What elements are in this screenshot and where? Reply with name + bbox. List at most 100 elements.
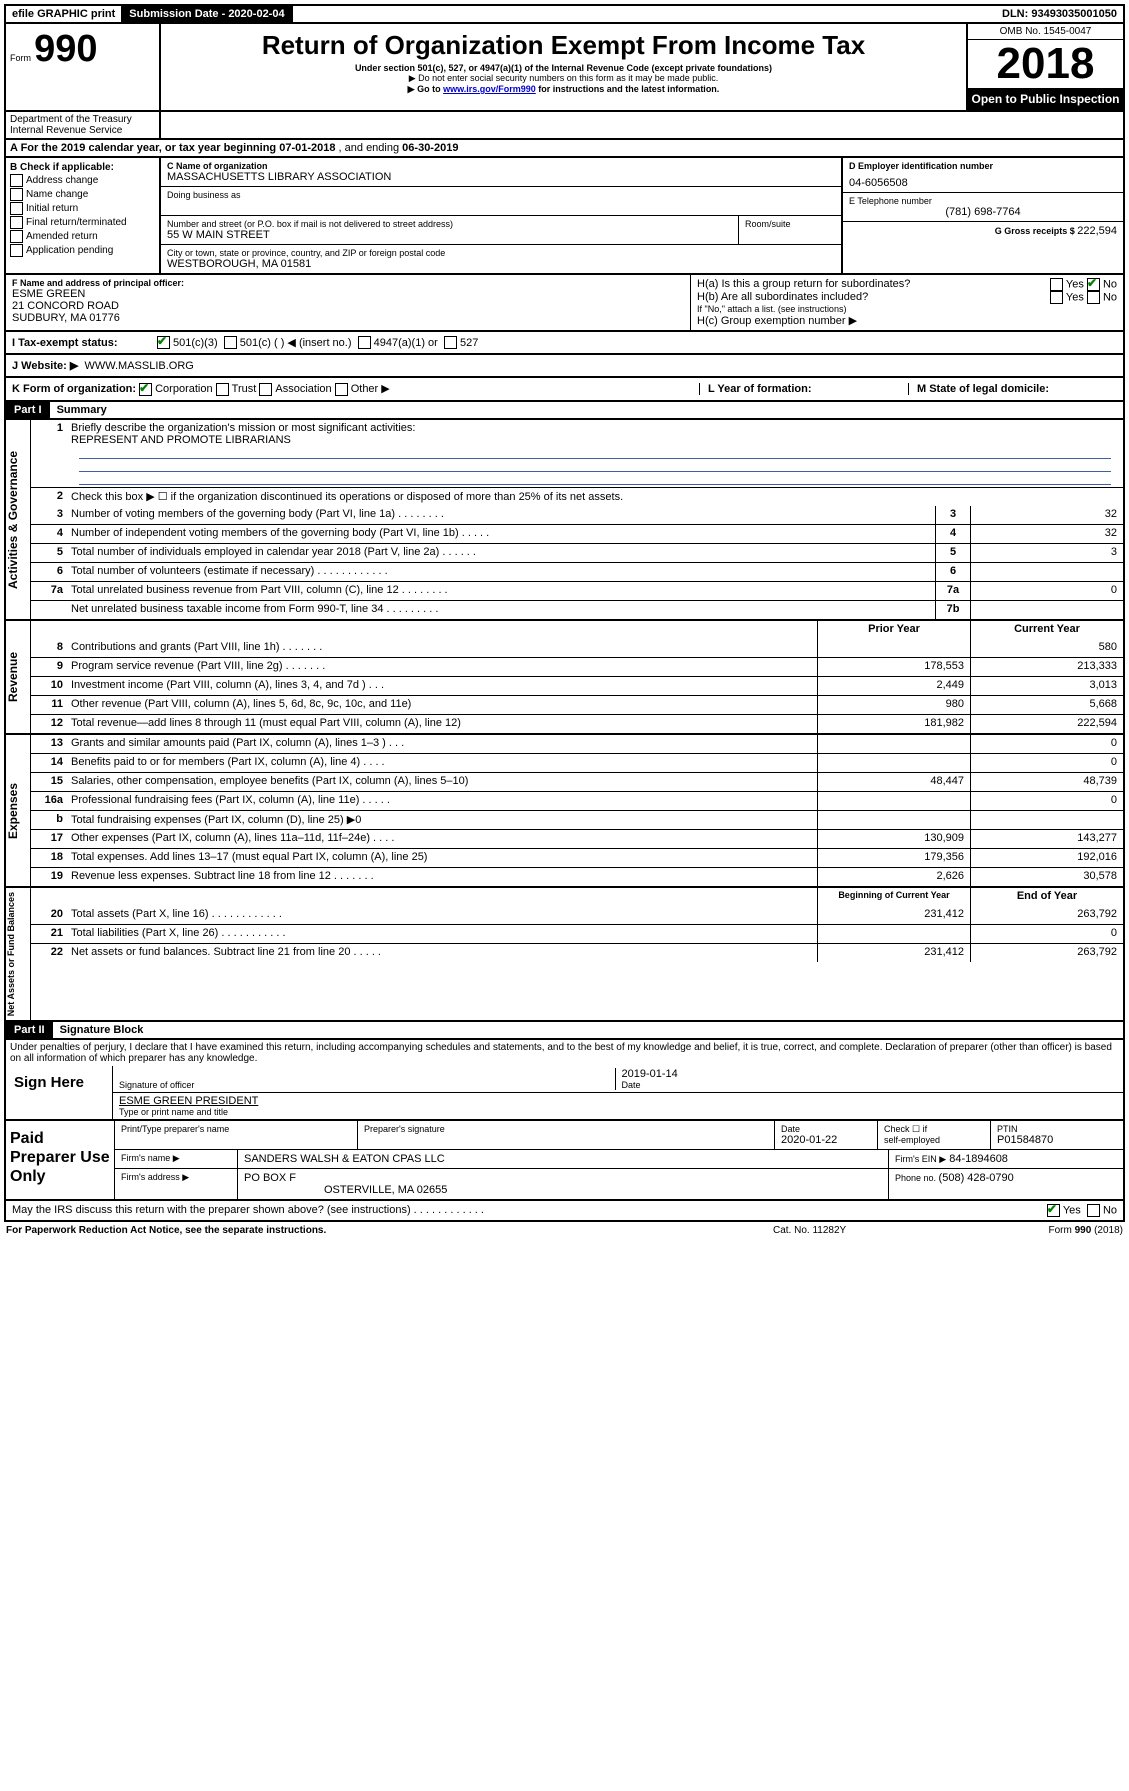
prep-date-label: Date	[781, 1124, 871, 1134]
paid-label: Paid Preparer Use Only	[6, 1121, 115, 1199]
hb-no[interactable]: No	[1103, 291, 1117, 303]
org-name: MASSACHUSETTS LIBRARY ASSOCIATION	[167, 171, 835, 183]
form-subtitle: Under section 501(c), 527, or 4947(a)(1)…	[169, 63, 958, 73]
form-header: Form 990 Return of Organization Exempt F…	[4, 24, 1125, 112]
website-label: J Website: ▶	[12, 359, 78, 372]
section-a: A For the 2019 calendar year, or tax yea…	[4, 140, 1125, 158]
mission-label: Briefly describe the organization's miss…	[71, 422, 415, 434]
chk-501c[interactable]	[224, 336, 237, 349]
table-row: 19Revenue less expenses. Subtract line 1…	[31, 867, 1123, 886]
side-governance: Activities & Governance	[6, 420, 31, 619]
ha-no[interactable]: No	[1103, 278, 1117, 290]
discuss-yes-chk[interactable]	[1047, 1204, 1060, 1217]
firm-name-label: Firm's name ▶	[115, 1150, 238, 1168]
table-row: 21Total liabilities (Part X, line 26) . …	[31, 924, 1123, 943]
tax-exempt-row: I Tax-exempt status: 501(c)(3) 501(c) ( …	[4, 332, 1125, 355]
ein-value: 04-6056508	[849, 177, 1117, 189]
dept-treasury: Department of the Treasury Internal Reve…	[6, 112, 161, 138]
prep-sig-label: Preparer's signature	[358, 1121, 775, 1149]
top-bar: efile GRAPHIC print Submission Date - 20…	[4, 4, 1125, 24]
firm-name: SANDERS WALSH & EATON CPAS LLC	[238, 1150, 889, 1168]
chk-final-return[interactable]: Final return/terminated	[10, 216, 155, 229]
goto-post: for instructions and the latest informat…	[536, 84, 720, 94]
chk-name-change[interactable]: Name change	[10, 188, 155, 201]
addr-label: Number and street (or P.O. box if mail i…	[167, 219, 732, 229]
firm-ein-label: Firm's EIN ▶	[895, 1154, 946, 1164]
side-revenue: Revenue	[6, 621, 31, 733]
table-row: 22Net assets or fund balances. Subtract …	[31, 943, 1123, 962]
discuss-row: May the IRS discuss this return with the…	[4, 1201, 1125, 1222]
k-org-row: K Form of organization: Corporation Trus…	[4, 378, 1125, 402]
declaration-text: Under penalties of perjury, I declare th…	[4, 1040, 1125, 1066]
table-row: 9Program service revenue (Part VIII, lin…	[31, 657, 1123, 676]
hb-note: If "No," attach a list. (see instruction…	[697, 304, 1117, 314]
ha-label: H(a) Is this a group return for subordin…	[697, 278, 1050, 291]
opt-trust: Trust	[232, 383, 257, 395]
hb-label: H(b) Are all subordinates included?	[697, 291, 1050, 304]
form-prefix: Form	[10, 53, 31, 63]
chk-amended[interactable]: Amended return	[10, 230, 155, 243]
ty-begin: 07-01-2018	[279, 142, 335, 154]
ptin-value: P01584870	[997, 1134, 1117, 1146]
discuss-q: May the IRS discuss this return with the…	[12, 1204, 1047, 1217]
col-current: Current Year	[970, 621, 1123, 639]
chk-501c3[interactable]	[157, 336, 170, 349]
goto-pre: ▶ Go to	[408, 84, 443, 94]
dln-label: DLN: 93493035001050	[996, 6, 1123, 22]
part2-header: Part II	[6, 1022, 53, 1038]
line2-text: Check this box ▶ ☐ if the organization d…	[67, 488, 1123, 506]
chk-corp[interactable]	[139, 383, 152, 396]
tax-year: 2018	[968, 40, 1123, 88]
chk-initial-return[interactable]: Initial return	[10, 202, 155, 215]
entity-block: B Check if applicable: Address change Na…	[4, 158, 1125, 275]
irs-link[interactable]: www.irs.gov/Form990	[443, 84, 536, 94]
table-row: 5Total number of individuals employed in…	[31, 543, 1123, 562]
netassets-section: Net Assets or Fund Balances Beginning of…	[4, 888, 1125, 1022]
form-footer: Form 990 (2018)	[973, 1225, 1123, 1236]
sig-date: 2019-01-14	[622, 1068, 1118, 1080]
sig-name: ESME GREEN PRESIDENT	[119, 1095, 1117, 1107]
pra-notice: For Paperwork Reduction Act Notice, see …	[6, 1225, 773, 1236]
table-row: 12Total revenue—add lines 8 through 11 (…	[31, 714, 1123, 733]
table-row: 15Salaries, other compensation, employee…	[31, 772, 1123, 791]
firm-addr2: OSTERVILLE, MA 02655	[244, 1184, 882, 1196]
firm-ein: 84-1894608	[949, 1153, 1008, 1165]
gross-value: 222,594	[1077, 225, 1117, 237]
chk-address-change[interactable]: Address change	[10, 174, 155, 187]
chk-other[interactable]	[335, 383, 348, 396]
opt-4947: 4947(a)(1) or	[374, 337, 438, 349]
table-row: 14Benefits paid to or for members (Part …	[31, 753, 1123, 772]
sig-name-label: Type or print name and title	[119, 1107, 1117, 1117]
prep-date: 2020-01-22	[781, 1134, 871, 1146]
officer-row: F Name and address of principal officer:…	[4, 275, 1125, 332]
self-emp-b: self-employed	[884, 1135, 940, 1145]
ha-yes[interactable]: Yes	[1066, 278, 1084, 290]
part1-header: Part I	[6, 402, 50, 418]
col-begin: Beginning of Current Year	[817, 888, 970, 906]
table-row: 11Other revenue (Part VIII, column (A), …	[31, 695, 1123, 714]
chk-4947[interactable]	[358, 336, 371, 349]
ty-pre: A For the 2019 calendar year, or tax yea…	[10, 142, 279, 154]
discuss-no-chk[interactable]	[1087, 1204, 1100, 1217]
omb-number: OMB No. 1545-0047	[968, 24, 1123, 40]
opt-corp: Corporation	[155, 383, 212, 395]
note-ssn: ▶ Do not enter social security numbers o…	[169, 73, 958, 84]
m-state: M State of legal domicile:	[908, 383, 1117, 395]
prep-name-label: Print/Type preparer's name	[115, 1121, 358, 1149]
note-goto: ▶ Go to www.irs.gov/Form990 for instruct…	[169, 84, 958, 95]
chk-assoc[interactable]	[259, 383, 272, 396]
hb-yes[interactable]: Yes	[1066, 291, 1084, 303]
org-name-label: C Name of organization	[167, 161, 835, 171]
opt-other: Other ▶	[351, 383, 390, 395]
table-row: 8Contributions and grants (Part VIII, li…	[31, 639, 1123, 657]
chk-trust[interactable]	[216, 383, 229, 396]
firm-addr1: PO BOX F	[244, 1172, 882, 1184]
chk-app-pending[interactable]: Application pending	[10, 244, 155, 257]
city-label: City or town, state or province, country…	[167, 248, 835, 258]
col-prior: Prior Year	[817, 621, 970, 639]
firm-phone-label: Phone no.	[895, 1173, 939, 1183]
chk-527[interactable]	[444, 336, 457, 349]
phone-value: (781) 698-7764	[849, 206, 1117, 218]
mission-text: REPRESENT AND PROMOTE LIBRARIANS	[71, 434, 291, 446]
website-value: WWW.MASSLIB.ORG	[84, 360, 193, 372]
